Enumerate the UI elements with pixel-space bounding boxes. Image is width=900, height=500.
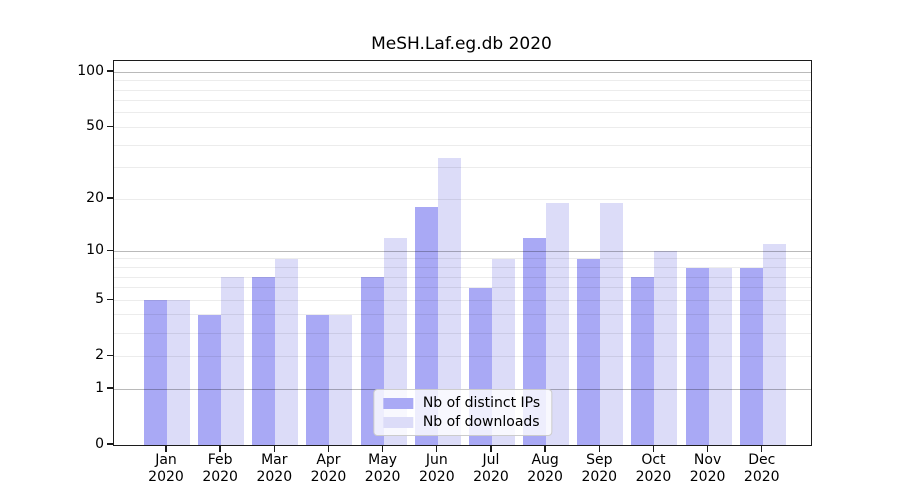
y-tick-label-50: 50 [86,118,104,135]
x-tick-mar [273,445,275,452]
bar-aug-downloads [546,203,570,445]
bar-oct-distinct-ips [631,277,655,445]
legend: Nb of distinct IPs Nb of downloads [372,389,553,436]
y-tick-10 [107,249,113,251]
bar-dec-downloads [762,244,786,445]
legend-item-downloads: Nb of downloads [382,414,540,430]
x-tick-label-sep: Sep 2020 [581,452,618,485]
x-tick-oct [652,445,655,452]
bar-jun-downloads [437,157,461,445]
x-tick-label-dec: Dec 2020 [743,452,780,485]
bar-nov-downloads [708,267,732,445]
x-tick-apr [327,445,330,452]
y-tick-label-5: 5 [95,291,104,308]
legend-swatch-downloads [382,416,413,428]
y-tick-label-2: 2 [95,347,104,364]
legend-item-distinct-ips: Nb of distinct IPs [382,395,541,411]
x-tick-label-oct: Oct 2020 [635,452,672,485]
x-tick-jan [165,445,167,452]
bar-feb-distinct-ips [198,314,222,445]
y-tick-label-1: 1 [95,380,104,396]
y-tick-100 [107,70,113,72]
y-tick-0 [107,443,113,445]
y-tick-label-10: 10 [86,242,104,259]
bar-apr-distinct-ips [306,314,330,445]
legend-label-downloads: Nb of downloads [422,414,540,430]
y-tick-50 [107,125,113,128]
bar-jun-distinct-ips [414,207,438,445]
x-tick-jul [490,445,492,452]
x-tick-label-apr: Apr 2020 [310,452,347,485]
x-tick-label-jan: Jan 2020 [148,452,184,485]
x-tick-dec [761,445,763,452]
x-tick-label-jul: Jul 2020 [473,452,509,485]
x-tick-sep [598,445,600,452]
x-tick-label-feb: Feb 2020 [202,452,238,485]
bar-jan-downloads [167,300,190,445]
legend-swatch-distinct-ips [382,397,413,409]
bar-nov-distinct-ips [685,267,709,445]
x-tick-label-nov: Nov 2020 [689,452,726,485]
bar-sep-downloads [600,203,624,445]
y-tick-label-0: 0 [95,436,104,452]
x-tick-label-may: May 2020 [364,452,401,485]
bar-sep-distinct-ips [577,258,601,445]
bar-feb-downloads [221,277,245,445]
plot-area: Nb of distinct IPs Nb of downloads [113,60,812,446]
bars-layer [114,61,811,445]
x-tick-feb [219,445,221,452]
y-tick-20 [107,197,113,199]
x-tick-label-aug: Aug 2020 [527,452,563,485]
y-tick-5 [107,298,113,300]
x-tick-nov [706,445,709,452]
y-tick-2 [107,354,113,356]
bar-oct-downloads [654,251,678,445]
bar-mar-distinct-ips [252,277,276,445]
x-tick-jun [436,445,438,452]
bar-jan-distinct-ips [144,300,167,445]
x-tick-may [381,445,384,452]
bar-dec-distinct-ips [739,267,763,445]
legend-label-distinct-ips: Nb of distinct IPs [422,395,541,411]
bar-mar-downloads [275,258,299,445]
x-tick-label-jun: Jun 2020 [418,452,455,485]
x-tick-label-mar: Mar 2020 [256,452,293,485]
y-tick-1 [107,387,113,389]
y-tick-label-100: 100 [77,63,104,80]
bar-apr-downloads [329,314,353,445]
chart-title: MeSH.Laf.eg.db 2020 [371,34,552,54]
x-tick-aug [544,445,546,452]
y-tick-label-20: 20 [86,190,104,207]
